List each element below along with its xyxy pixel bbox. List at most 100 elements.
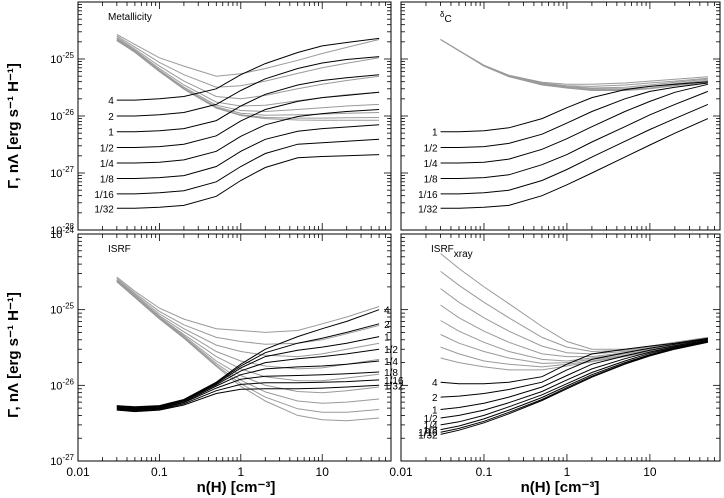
tick-marks (400, 1, 721, 231)
x-tick-label: 1 (564, 465, 571, 479)
cooling-curve (440, 341, 709, 435)
panel-title: Metallicity (108, 12, 152, 23)
cooling-curve (116, 37, 380, 101)
series-label: 4 (108, 96, 114, 107)
y-tick-label: 10-28 (50, 222, 74, 237)
series-label: 1/16 (94, 190, 114, 201)
panel-title: δC (440, 10, 452, 25)
x-tick-label: 0.01 (66, 465, 90, 479)
tick-marks (77, 1, 392, 231)
cooling-curve (116, 379, 380, 412)
cooling-curve (440, 341, 708, 431)
x-axis-label-left: n(H) [cm⁻³] (197, 479, 276, 496)
cooling-curve (116, 348, 380, 410)
x-tick-label: 10 (643, 465, 657, 479)
series-label: 1/32 (418, 430, 438, 441)
series-label: 1/32 (418, 204, 438, 215)
cooling-curve (440, 339, 708, 410)
heating-curve (116, 281, 380, 422)
cooling-curve (440, 340, 708, 426)
cooling-curve (116, 74, 380, 133)
tick-marks (77, 233, 392, 462)
heating-curve (440, 253, 708, 350)
cooling-curve (440, 341, 709, 433)
heating-curve (116, 280, 380, 394)
heating-curve (116, 39, 380, 113)
cooling-curve (116, 323, 380, 409)
cooling-curve (440, 90, 709, 179)
cooling-curve (116, 371, 380, 411)
heating-curve (116, 277, 380, 345)
panel-2: δC 1 1/2 1/4 1/8 1/16 1/32 (400, 1, 721, 231)
y-tick-label: 10-26 (50, 377, 74, 392)
heating-curve (116, 36, 380, 100)
heating-curve (116, 280, 380, 382)
heating-curve (116, 39, 380, 116)
cooling-curve (116, 309, 380, 408)
heating-curve (440, 320, 708, 362)
series-label: 1/4 (100, 159, 114, 170)
y-axis-label-top: Γ, nΛ [erg s⁻¹ H⁻¹] (5, 63, 22, 189)
heating-curve (116, 33, 380, 77)
series-label: 1/32 (384, 381, 404, 392)
cooling-curve (440, 337, 708, 385)
heating-curve (116, 35, 380, 88)
tick-marks (400, 233, 721, 462)
heating-curve (440, 271, 708, 353)
series-label: 1/16 (418, 190, 438, 201)
heating-curve (116, 40, 380, 121)
cooling-curve (440, 82, 708, 148)
cooling-curve (440, 103, 709, 195)
series-label: 1/4 (424, 421, 438, 432)
series-label: 1/2 (424, 414, 438, 425)
cooling-curve (440, 338, 708, 398)
cooling-curve (440, 83, 709, 164)
series-label: 2 (384, 320, 390, 331)
cooling-curve (116, 138, 380, 195)
y-tick-label: 10-27 (50, 165, 74, 180)
series-label: 1/16 (418, 428, 438, 439)
series-label: 1 (108, 128, 114, 139)
series-label: 1/4 (384, 357, 398, 368)
series-label: 1 (432, 405, 438, 416)
y-tick-label: 10-26 (50, 108, 74, 123)
y-tick-label: 10-25 (50, 302, 74, 317)
x-tick-label: 1 (237, 465, 244, 479)
cooling-curve (116, 360, 380, 411)
cooling-curve (116, 91, 380, 148)
x-tick-label: 0.1 (476, 465, 493, 479)
heating-curve (440, 334, 708, 364)
cooling-curve (116, 336, 380, 409)
series-label: 1/8 (424, 426, 438, 437)
series-label: 1/2 (384, 345, 398, 356)
heating-curve (440, 304, 708, 358)
cooling-curve (116, 124, 380, 179)
cooling-curve (116, 154, 380, 209)
cooling-curve (440, 340, 708, 419)
series-label: 1/2 (100, 144, 114, 155)
series-label: 1/8 (384, 368, 398, 379)
series-label: 1 (384, 333, 390, 344)
heating-curve (116, 279, 380, 370)
heating-curve (116, 276, 380, 333)
panel-title: ISRF (108, 244, 131, 255)
series-label: 1/4 (424, 159, 438, 170)
y-tick-label: 10-25 (50, 51, 74, 66)
series-label: 1/8 (100, 175, 114, 186)
y-axis-label-bottom: Γ, nΛ [erg s⁻¹ H⁻¹] (5, 292, 22, 418)
x-tick-label: 10 (316, 465, 330, 479)
panel-frame (77, 233, 392, 462)
series-label: 2 (108, 112, 114, 123)
series-label: 1/2 (424, 144, 438, 155)
x-tick-label: 0.01 (389, 465, 413, 479)
heating-curve (116, 279, 380, 358)
heating-curve (116, 281, 380, 413)
panels-group: 10-2810-2710-2610-25Metallicity4211/21/4… (50, 1, 721, 479)
heating-curve (440, 39, 708, 85)
series-label: 2 (432, 393, 438, 404)
series-label: 1/8 (424, 175, 438, 186)
y-tick-label: 10-27 (50, 453, 74, 468)
